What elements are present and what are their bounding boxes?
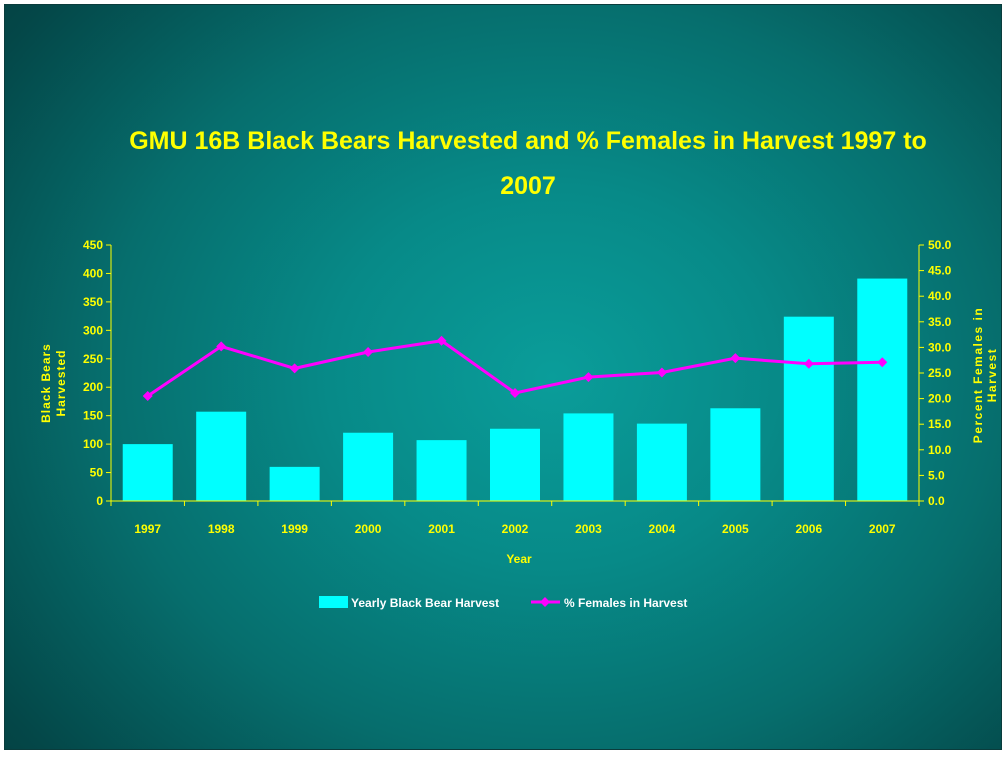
right-tick-label: 25.0 [928, 366, 952, 380]
right-tick-label: 5.0 [928, 468, 945, 482]
x-tick-label: 2005 [722, 522, 749, 536]
point-2006 [803, 358, 814, 369]
point-1997 [142, 391, 153, 402]
point-2003 [583, 372, 594, 383]
right-tick-label: 0.0 [928, 494, 945, 508]
bar-2003 [563, 413, 614, 501]
point-1998 [216, 341, 227, 352]
chart-title-line-1: GMU 16B Black Bears Harvested and % Fema… [129, 127, 927, 155]
right-tick-label: 45.0 [928, 264, 952, 278]
x-axis-title: Year [506, 552, 532, 566]
y2-axis-title-line: Percent Females in [971, 307, 985, 443]
x-tick-label: 2004 [649, 522, 676, 536]
bar-series [122, 278, 908, 501]
right-tick-label: 35.0 [928, 315, 952, 329]
right-tick-label: 10.0 [928, 443, 952, 457]
point-2005 [730, 353, 741, 364]
left-tick-label: 50 [90, 466, 104, 480]
bar-2006 [783, 316, 834, 501]
legend: Yearly Black Bear Harvest % Females in Ha… [319, 596, 687, 610]
x-tick-label: 2002 [502, 522, 529, 536]
bar-2000 [343, 432, 394, 501]
left-tick-label: 450 [83, 238, 103, 252]
y-axis-title-line: Harvested [54, 349, 68, 416]
left-tick-label: 100 [83, 437, 103, 451]
x-tick-label: 1997 [134, 522, 161, 536]
chart: GMU 16B Black Bears Harvested and % Fema… [39, 127, 999, 610]
y2-axis-title-line: Harvest [985, 348, 999, 403]
legend-label-bar: Yearly Black Bear Harvest [351, 596, 499, 610]
left-tick-label: 200 [83, 380, 103, 394]
x-tick-label: 2000 [355, 522, 382, 536]
point-2001 [436, 335, 447, 346]
axes [106, 244, 924, 506]
bar-1999 [269, 466, 320, 501]
legend-swatch-bar [319, 596, 348, 608]
axis-labels: 0 50 100 150 200 250 300 350 400 450 0.0 5.0 10.0 15.… [39, 238, 999, 566]
right-tick-label: 50.0 [928, 238, 952, 252]
y-axis-title-line: Black Bears [39, 343, 53, 423]
bar-2007 [857, 278, 908, 501]
left-tick-label: 350 [83, 295, 103, 309]
x-tick-label: 2007 [869, 522, 896, 536]
left-tick-label: 150 [83, 409, 103, 423]
right-tick-label: 20.0 [928, 392, 952, 406]
line-series [142, 335, 888, 402]
slide-background: GMU 16B Black Bears Harvested and % Fema… [4, 4, 1002, 750]
x-tick-label: 2003 [575, 522, 602, 536]
x-tick-label: 2001 [428, 522, 455, 536]
point-2007 [877, 357, 888, 368]
bar-2002 [490, 428, 540, 501]
bar-1998 [196, 411, 247, 501]
point-1999 [289, 363, 300, 374]
left-tick-label: 400 [83, 266, 103, 280]
point-2002 [510, 387, 520, 398]
bar-1997 [122, 444, 173, 501]
right-tick-label: 30.0 [928, 340, 952, 354]
right-tick-label: 40.0 [928, 289, 952, 303]
right-tick-label: 15.0 [928, 417, 952, 431]
legend-swatch-marker [540, 597, 550, 607]
point-2000 [363, 347, 374, 358]
left-tick-label: 250 [83, 352, 103, 366]
chart-title-line-2: 2007 [500, 172, 556, 200]
x-tick-label: 1998 [208, 522, 235, 536]
chart-title: GMU 16B Black Bears Harvested and % Fema… [129, 127, 927, 200]
left-tick-label: 300 [83, 323, 103, 337]
x-tick-label: 2006 [795, 522, 822, 536]
bar-2004 [636, 423, 687, 501]
left-tick-label: 0 [96, 494, 103, 508]
legend-label-line: % Females in Harvest [564, 596, 687, 610]
bar-2005 [710, 408, 761, 501]
bar-2001 [416, 440, 467, 501]
females-line [146, 339, 883, 398]
point-2004 [656, 367, 667, 378]
x-tick-label: 1999 [281, 522, 308, 536]
